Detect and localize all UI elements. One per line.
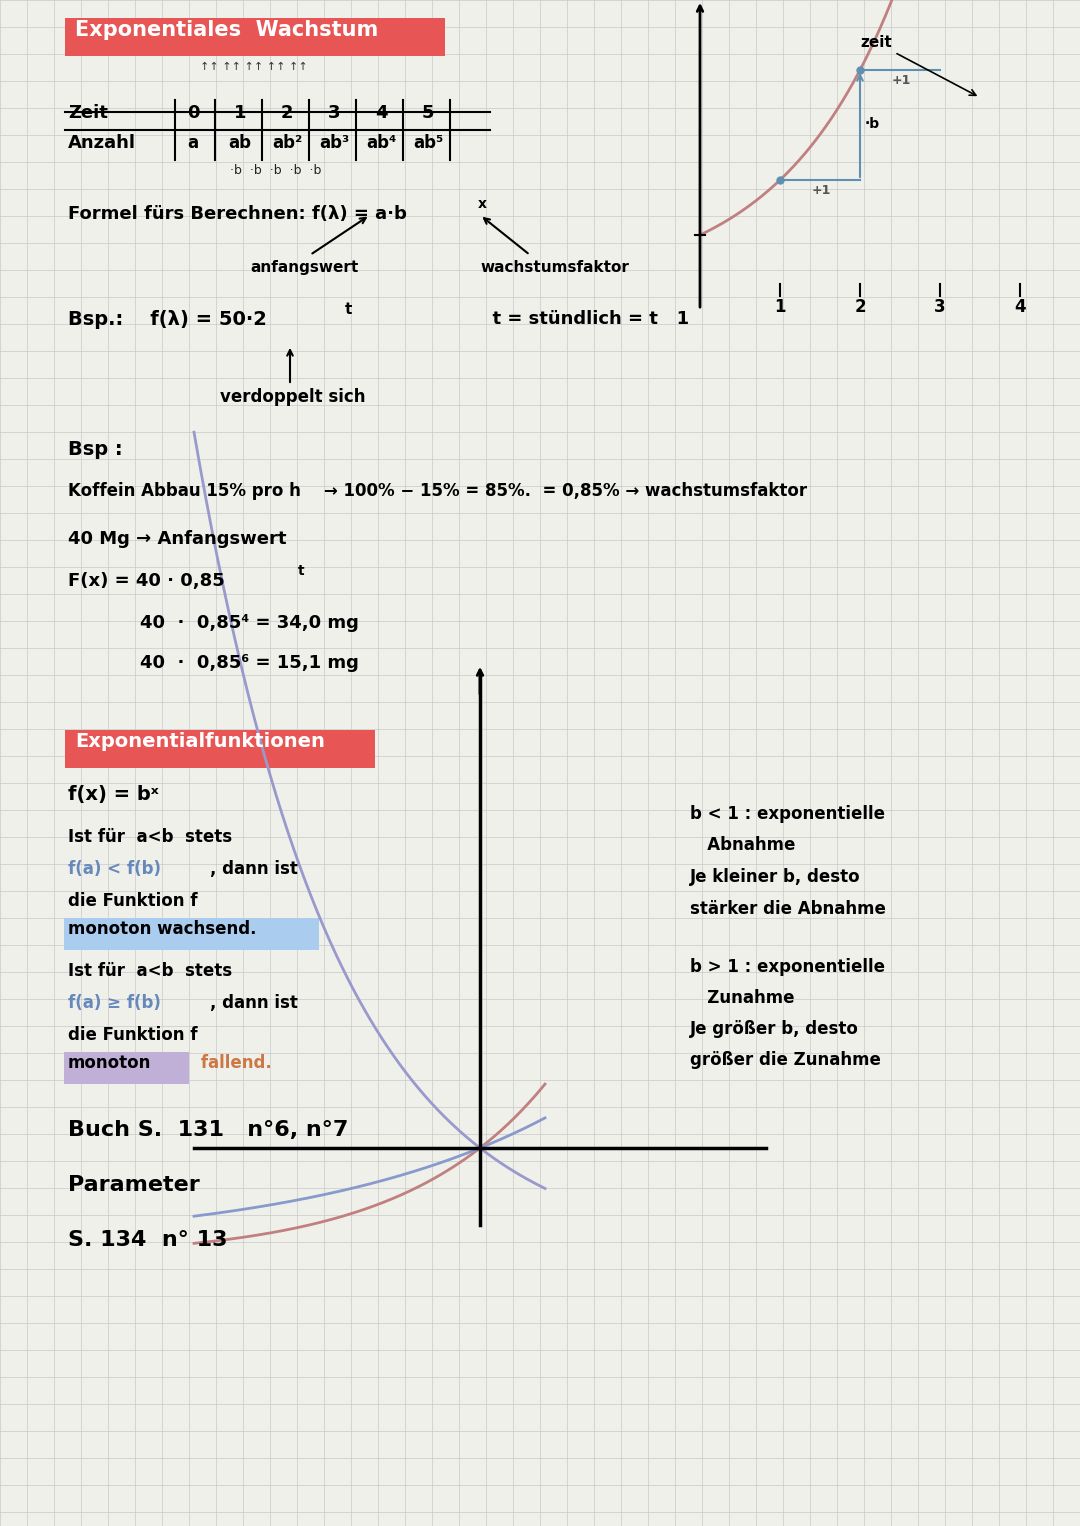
Text: monoton wachsend.: monoton wachsend.	[68, 920, 257, 938]
Text: 40  ·  0,85⁶ = 15,1 mg: 40 · 0,85⁶ = 15,1 mg	[140, 655, 359, 671]
Text: 4: 4	[375, 104, 388, 122]
Text: 0: 0	[187, 104, 199, 122]
Text: 4: 4	[1014, 298, 1026, 316]
Text: anfangswert: anfangswert	[249, 259, 359, 275]
Text: die Funktion f: die Funktion f	[68, 1025, 198, 1044]
Text: Je kleiner b, desto: Je kleiner b, desto	[690, 868, 861, 887]
Text: Ist für  a<b  stets: Ist für a<b stets	[68, 829, 232, 845]
Text: , dann ist: , dann ist	[210, 993, 298, 1012]
Text: f(x) = bˣ: f(x) = bˣ	[68, 784, 159, 804]
Text: 1: 1	[233, 104, 246, 122]
Text: +1: +1	[812, 185, 832, 197]
Text: fallend.: fallend.	[195, 1054, 272, 1071]
Text: x: x	[478, 197, 487, 211]
Bar	[64, 1051, 189, 1083]
Text: Je größer b, desto: Je größer b, desto	[690, 1019, 859, 1038]
Text: 5: 5	[422, 104, 434, 122]
Text: Abnahme: Abnahme	[690, 836, 795, 855]
Text: 2: 2	[854, 298, 866, 316]
Text: 2: 2	[281, 104, 294, 122]
Text: ab²: ab²	[272, 134, 302, 153]
Bar	[64, 919, 319, 951]
Text: Koffein Abbau 15% pro h    → 100% − 15% = 85%.  = 0,85% → wachstumsfaktor: Koffein Abbau 15% pro h → 100% − 15% = 8…	[68, 482, 807, 501]
Text: zeit: zeit	[860, 35, 976, 95]
Text: 1: 1	[774, 298, 786, 316]
Text: f(a) ≥ f(b): f(a) ≥ f(b)	[68, 993, 161, 1012]
Text: ab⁵: ab⁵	[413, 134, 443, 153]
Text: t: t	[345, 302, 352, 317]
Text: Bsp :: Bsp :	[68, 439, 123, 459]
Text: F(x) = 40 · 0,85: F(x) = 40 · 0,85	[68, 572, 225, 591]
Text: 3: 3	[934, 298, 946, 316]
Text: 40  ·  0,85⁴ = 34,0 mg: 40 · 0,85⁴ = 34,0 mg	[140, 613, 359, 632]
Bar	[65, 729, 375, 768]
Text: ·b: ·b	[865, 118, 880, 131]
Bar	[65, 18, 445, 56]
Text: Buch S.  131   n°6, n°7: Buch S. 131 n°6, n°7	[68, 1120, 349, 1140]
Text: t: t	[298, 565, 305, 578]
Text: Formel fürs Berechnen: f(λ) = a·b: Formel fürs Berechnen: f(λ) = a·b	[68, 204, 407, 223]
Text: monoton: monoton	[68, 1054, 151, 1071]
Text: ab³: ab³	[319, 134, 349, 153]
Text: t = stündlich = t   1: t = stündlich = t 1	[430, 310, 689, 328]
Text: Ist für  a<b  stets: Ist für a<b stets	[68, 961, 232, 980]
Text: 3: 3	[327, 104, 340, 122]
Text: stärker die Abnahme: stärker die Abnahme	[690, 900, 886, 919]
Text: Zeit: Zeit	[68, 104, 108, 122]
Text: +1: +1	[892, 73, 912, 87]
Text: größer die Zunahme: größer die Zunahme	[690, 1051, 881, 1070]
Text: Parameter: Parameter	[68, 1175, 200, 1195]
Text: verdoppelt sich: verdoppelt sich	[220, 388, 365, 406]
Text: wachstumsfaktor: wachstumsfaktor	[480, 259, 629, 275]
Text: b > 1 : exponentielle: b > 1 : exponentielle	[690, 958, 885, 977]
Text: Exponentialfunktionen: Exponentialfunktionen	[75, 732, 325, 751]
Text: a: a	[188, 134, 199, 153]
Text: S. 134  n° 13: S. 134 n° 13	[68, 1230, 228, 1250]
Text: , dann ist: , dann ist	[210, 861, 298, 877]
Text: ↑↑ ↑↑ ↑↑ ↑↑ ↑↑: ↑↑ ↑↑ ↑↑ ↑↑ ↑↑	[200, 63, 308, 72]
Text: f(a) < f(b): f(a) < f(b)	[68, 861, 161, 877]
Text: b < 1 : exponentielle: b < 1 : exponentielle	[690, 806, 885, 823]
Text: 40 Mg → Anfangswert: 40 Mg → Anfangswert	[68, 530, 286, 548]
Text: ab⁴: ab⁴	[366, 134, 396, 153]
Text: ab: ab	[229, 134, 252, 153]
Text: die Funktion f: die Funktion f	[68, 893, 198, 909]
Text: Zunahme: Zunahme	[690, 989, 795, 1007]
Text: Exponentiales  Wachstum: Exponentiales Wachstum	[75, 20, 378, 40]
Text: Bsp.:    f(λ) = 50·2: Bsp.: f(λ) = 50·2	[68, 310, 267, 330]
Text: Anzahl: Anzahl	[68, 134, 136, 153]
Text: ·b  ·b  ·b  ·b  ·b: ·b ·b ·b ·b ·b	[230, 163, 322, 177]
